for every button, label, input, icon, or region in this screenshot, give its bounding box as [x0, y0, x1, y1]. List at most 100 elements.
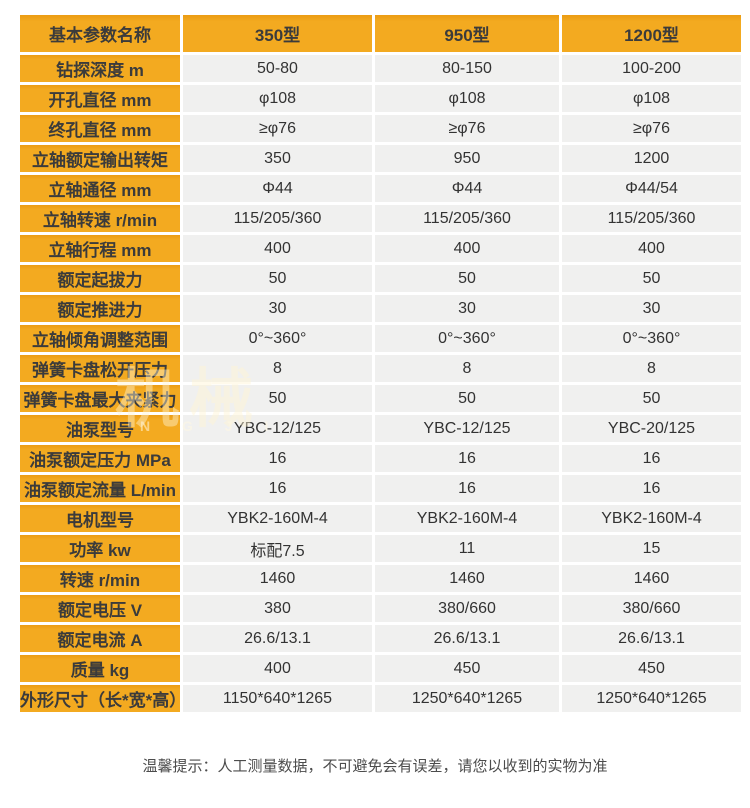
row-value: φ108	[183, 85, 372, 112]
row-value: 16	[375, 475, 559, 502]
row-value: 1200	[562, 145, 741, 172]
row-label: 功率 kw	[20, 535, 180, 562]
table-row: 额定电流 A 26.6/13.1 26.6/13.1 26.6/13.1	[20, 625, 741, 652]
table-row: 立轴通径 mm Φ44 Φ44 Φ44/54	[20, 175, 741, 202]
header-model-350: 350型	[183, 15, 372, 52]
row-label: 额定电压 V	[20, 595, 180, 622]
row-value: ≥φ76	[562, 115, 741, 142]
row-label: 额定起拔力	[20, 265, 180, 292]
table-row: 外形尺寸（长*宽*高） 1150*640*1265 1250*640*1265 125…	[20, 685, 741, 712]
row-value: 380/660	[375, 595, 559, 622]
row-label: 立轴通径 mm	[20, 175, 180, 202]
row-value: 11	[375, 535, 559, 562]
table-row: 立轴倾角调整范围 0°~360° 0°~360° 0°~360°	[20, 325, 741, 352]
row-value: 380	[183, 595, 372, 622]
row-label: 立轴行程 mm	[20, 235, 180, 262]
row-value: 115/205/360	[375, 205, 559, 232]
row-value: 950	[375, 145, 559, 172]
row-value: 16	[183, 475, 372, 502]
row-label: 电机型号	[20, 505, 180, 532]
row-value: 8	[562, 355, 741, 382]
row-value: 0°~360°	[183, 325, 372, 352]
row-value: 1460	[375, 565, 559, 592]
row-value: Φ44/54	[562, 175, 741, 202]
row-value: 100-200	[562, 55, 741, 82]
header-model-1200: 1200型	[562, 15, 741, 52]
row-value: 115/205/360	[183, 205, 372, 232]
row-value: 8	[183, 355, 372, 382]
row-value: 400	[183, 235, 372, 262]
row-value: YBC-12/125	[375, 415, 559, 442]
row-label: 质量 kg	[20, 655, 180, 682]
row-label: 油泵型号	[20, 415, 180, 442]
row-value: 50	[562, 265, 741, 292]
table-row: 油泵额定流量 L/min 16 16 16	[20, 475, 741, 502]
row-value: 15	[562, 535, 741, 562]
row-label: 转速 r/min	[20, 565, 180, 592]
row-label: 外形尺寸（长*宽*高）	[20, 685, 180, 712]
table-row: 弹簧卡盘松开压力 8 8 8	[20, 355, 741, 382]
table-row: 立轴转速 r/min 115/205/360 115/205/360 115/205/…	[20, 205, 741, 232]
table-row: 弹簧卡盘最大夹紧力 50 50 50	[20, 385, 741, 412]
row-label: 额定电流 A	[20, 625, 180, 652]
row-value: ≥φ76	[183, 115, 372, 142]
row-value: 16	[375, 445, 559, 472]
table-row: 额定推进力 30 30 30	[20, 295, 741, 322]
row-value: 26.6/13.1	[375, 625, 559, 652]
table-row: 开孔直径 mm φ108 φ108 φ108	[20, 85, 741, 112]
row-value: 50	[183, 265, 372, 292]
row-value: 50	[375, 385, 559, 412]
table-row: 立轴行程 mm 400 400 400	[20, 235, 741, 262]
table-row: 终孔直径 mm ≥φ76 ≥φ76 ≥φ76	[20, 115, 741, 142]
row-value: 400	[183, 655, 372, 682]
row-value: 50	[183, 385, 372, 412]
row-label: 弹簧卡盘松开压力	[20, 355, 180, 382]
row-value: ≥φ76	[375, 115, 559, 142]
row-value: 30	[375, 295, 559, 322]
row-value: 350	[183, 145, 372, 172]
row-value: 0°~360°	[375, 325, 559, 352]
row-value: 50	[375, 265, 559, 292]
row-value: 380/660	[562, 595, 741, 622]
table-header-row: 基本参数名称 350型 950型 1200型	[20, 15, 741, 52]
row-value: 400	[562, 235, 741, 262]
table-row: 质量 kg 400 450 450	[20, 655, 741, 682]
table-row: 油泵型号 YBC-12/125 YBC-12/125 YBC-20/125	[20, 415, 741, 442]
row-value: 30	[183, 295, 372, 322]
row-value: 1250*640*1265	[562, 685, 741, 712]
row-value: 1250*640*1265	[375, 685, 559, 712]
row-value: YBK2-160M-4	[375, 505, 559, 532]
row-value: 115/205/360	[562, 205, 741, 232]
table-row: 转速 r/min 1460 1460 1460	[20, 565, 741, 592]
row-value: 450	[375, 655, 559, 682]
row-value: 450	[562, 655, 741, 682]
row-value: 50	[562, 385, 741, 412]
row-value: 16	[183, 445, 372, 472]
row-label: 开孔直径 mm	[20, 85, 180, 112]
row-label: 立轴倾角调整范围	[20, 325, 180, 352]
row-value: 0°~360°	[562, 325, 741, 352]
row-value: 80-150	[375, 55, 559, 82]
row-value: 26.6/13.1	[562, 625, 741, 652]
row-value: 16	[562, 475, 741, 502]
row-value: φ108	[375, 85, 559, 112]
row-value: 30	[562, 295, 741, 322]
row-label: 立轴额定输出转矩	[20, 145, 180, 172]
table-row: 电机型号 YBK2-160M-4 YBK2-160M-4 YBK2-160M-4	[20, 505, 741, 532]
row-value: 50-80	[183, 55, 372, 82]
row-value: YBC-20/125	[562, 415, 741, 442]
header-param-name: 基本参数名称	[20, 15, 180, 52]
row-label: 钻探深度 m	[20, 55, 180, 82]
footer-note: 温馨提示：人工测量数据，不可避免会有误差，请您以收到的实物为准	[142, 758, 608, 775]
row-value: φ108	[562, 85, 741, 112]
row-value: 1150*640*1265	[183, 685, 372, 712]
row-value: 标配7.5	[183, 535, 372, 562]
row-label: 油泵额定流量 L/min	[20, 475, 180, 502]
table-row: 钻探深度 m 50-80 80-150 100-200	[20, 55, 741, 82]
table-row: 额定起拔力 50 50 50	[20, 265, 741, 292]
row-value: 400	[375, 235, 559, 262]
row-value: 8	[375, 355, 559, 382]
header-model-950: 950型	[375, 15, 559, 52]
spec-table: 基本参数名称 350型 950型 1200型 钻探深度 m 50-80 80-150…	[17, 12, 744, 715]
row-value: YBK2-160M-4	[183, 505, 372, 532]
